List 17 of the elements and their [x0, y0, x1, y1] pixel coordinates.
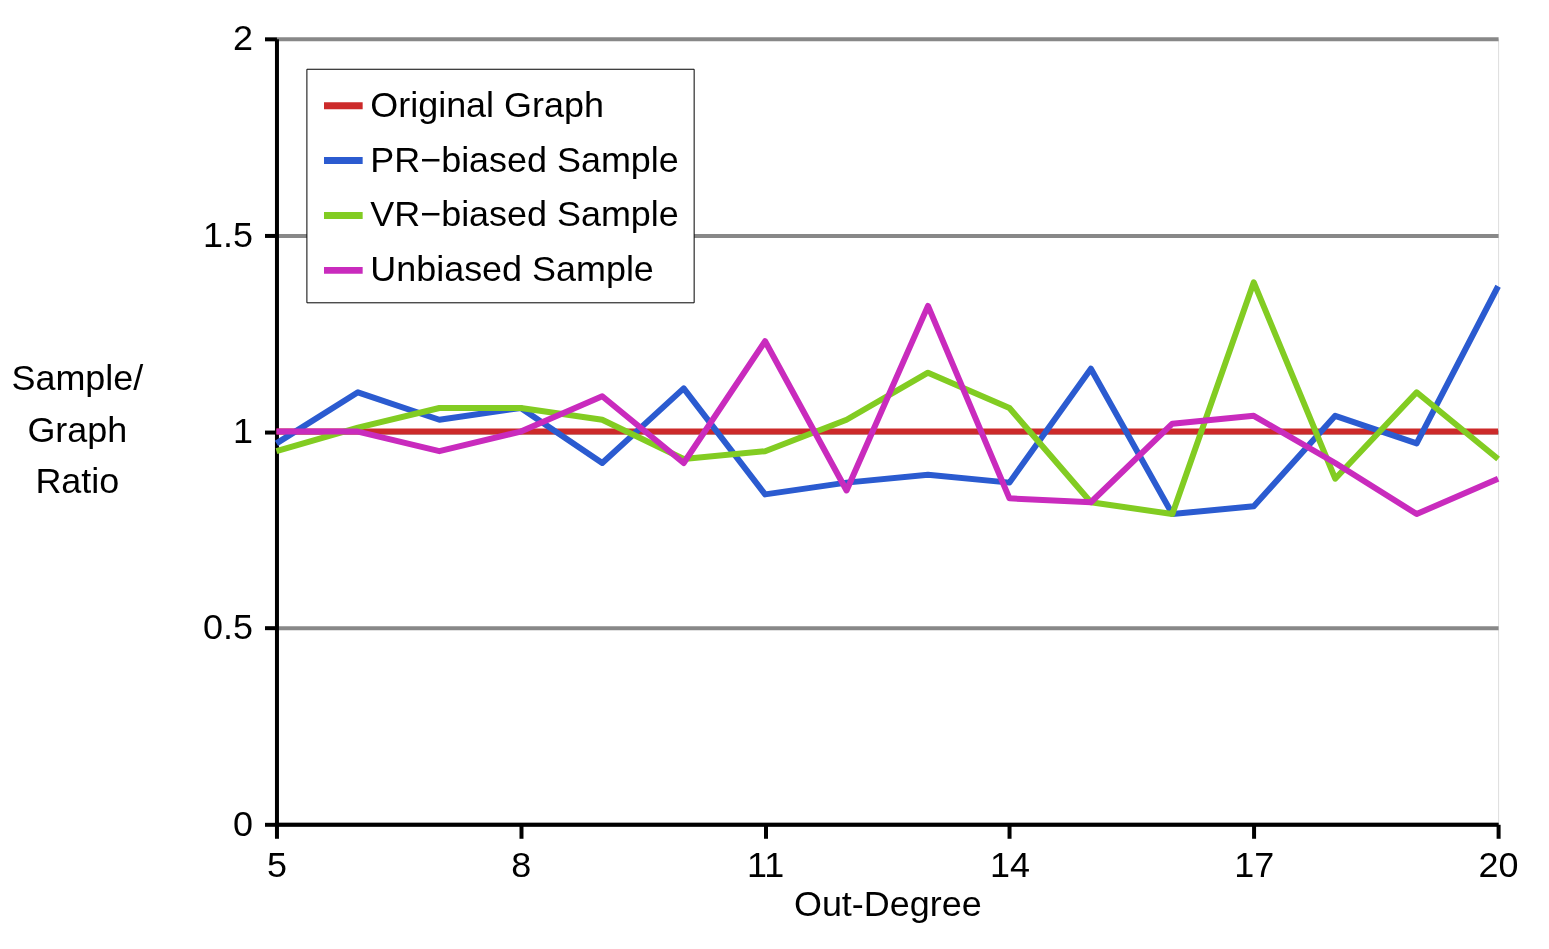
y-tick-label: 1.5 [203, 213, 254, 255]
x-tick-label: 17 [1234, 843, 1275, 885]
y-tick-label: 0 [233, 802, 254, 844]
x-axis-title: Out-Degree [793, 882, 982, 924]
y-tick-label: 1 [233, 410, 254, 452]
x-tick-label: 14 [989, 843, 1030, 885]
x-tick-label: 11 [746, 843, 785, 885]
legend-label: VR−biased Sample [370, 193, 679, 235]
legend-label: Original Graph [370, 83, 604, 125]
legend-label: PR−biased Sample [370, 138, 679, 180]
legend-label: Unbiased Sample [370, 248, 654, 290]
x-tick-label: 20 [1478, 843, 1519, 885]
y-axis-title: Sample/ Graph Ratio [11, 356, 144, 502]
x-tick-label: 8 [511, 843, 532, 885]
x-tick-label: 5 [266, 843, 287, 885]
y-tick-label: 0.5 [203, 606, 254, 648]
y-tick-label: 2 [233, 17, 254, 59]
